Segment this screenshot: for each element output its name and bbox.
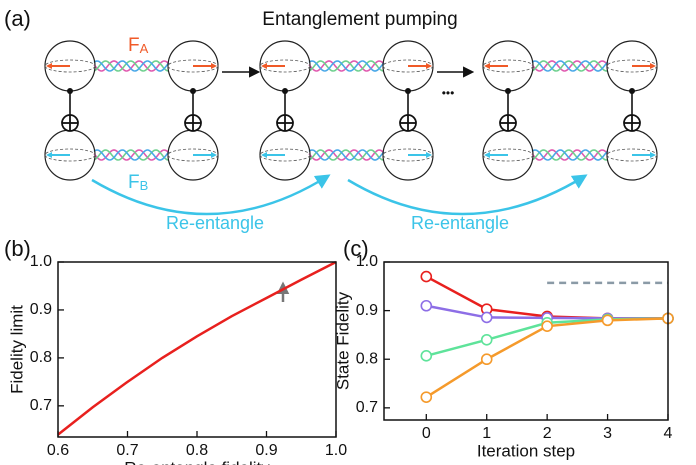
force-head (46, 63, 52, 69)
helix (308, 60, 385, 72)
data-point (480, 333, 493, 346)
equator (259, 148, 311, 162)
helix (93, 149, 170, 161)
x-tick-label: 0.6 (47, 442, 69, 459)
y-tick-label: 0.9 (356, 302, 378, 319)
data-point (420, 350, 433, 362)
force-head (484, 63, 490, 69)
helix (308, 149, 385, 161)
ellipsis: ••• (442, 86, 455, 100)
panel-label: (c) (343, 236, 369, 261)
helix (93, 60, 170, 72)
reentangle-arrow (347, 174, 588, 216)
arrow-label: Re-entangle (166, 213, 264, 233)
diagram-title: Entanglement pumping (262, 9, 457, 30)
cnot-dot (190, 88, 196, 94)
cnot-dot (282, 88, 288, 94)
force-head (261, 152, 267, 158)
force-b-label: FB (128, 172, 148, 193)
helix (531, 149, 609, 161)
y-tick-label: 0.7 (356, 399, 378, 416)
x-axis-label: Iteration step (477, 441, 575, 460)
equator (482, 148, 534, 162)
y-tick-label: 0.9 (30, 301, 52, 318)
force-head (426, 152, 432, 158)
y-axis-label: Fidelity limit (7, 305, 26, 394)
force-head (426, 63, 432, 69)
arrow-label: Re-entangle (411, 213, 509, 233)
helix (531, 149, 609, 161)
helix (531, 60, 609, 72)
x-tick-label: 3 (603, 425, 612, 442)
equator (382, 148, 434, 162)
helix (308, 60, 385, 72)
data-point (480, 353, 493, 366)
helix (531, 149, 609, 161)
y-tick-label: 1.0 (30, 253, 52, 270)
x-tick-label: 0.8 (186, 442, 208, 459)
panel-label: (b) (4, 236, 31, 261)
x-tick-label: 0 (422, 425, 431, 442)
helix (93, 149, 170, 161)
force-a-label: FA (128, 35, 149, 56)
equator (167, 148, 219, 162)
y-tick-label: 0.7 (30, 397, 52, 414)
force-head (211, 63, 217, 69)
x-tick-label: 1.0 (325, 442, 347, 459)
x-tick-label: 1 (482, 425, 491, 442)
force-b: F (128, 172, 140, 193)
data-line (57, 260, 337, 436)
x-tick-label: 4 (664, 425, 673, 442)
x-tick-label: 0.7 (116, 442, 138, 459)
helix (93, 149, 170, 161)
force-a: F (128, 35, 140, 56)
force-head (484, 152, 490, 158)
force-a-sub: A (140, 41, 149, 56)
panel-label: (a) (4, 6, 31, 31)
equator (259, 59, 311, 73)
helix (531, 60, 609, 72)
cnot-dot (505, 88, 511, 94)
force-b-sub: B (140, 178, 149, 193)
equator (606, 59, 658, 73)
data-point (541, 320, 553, 332)
cnot-dot (67, 88, 73, 94)
equator (606, 148, 658, 162)
equator (44, 148, 96, 162)
equator (44, 59, 96, 73)
cnot-dot (629, 88, 635, 94)
helix (93, 60, 170, 72)
force-head (650, 63, 656, 69)
data-point (420, 299, 433, 312)
force-head (650, 152, 656, 158)
force-head (46, 152, 52, 158)
equator (482, 59, 534, 73)
x-tick-label: 2 (543, 425, 552, 442)
helix (308, 60, 385, 72)
x-tick-label: 0.9 (255, 442, 277, 459)
cnot-dot (405, 88, 411, 94)
x-axis-label: Re-entangle fidelity (124, 458, 270, 465)
equator (382, 59, 434, 73)
y-tick-label: 1.0 (356, 253, 378, 270)
helix (308, 149, 385, 161)
data-point (480, 311, 493, 324)
force-head (261, 63, 267, 69)
helix (531, 60, 609, 72)
data-point (420, 270, 433, 283)
plot-frame (57, 261, 337, 438)
data-point (420, 391, 433, 403)
y-tick-label: 0.8 (356, 350, 378, 367)
y-tick-label: 0.8 (30, 349, 52, 366)
reentangle-arrow (91, 174, 331, 216)
y-axis-label: State Fidelity (333, 291, 352, 390)
helix (93, 60, 170, 72)
plot-frame (383, 261, 669, 421)
equator (167, 59, 219, 73)
force-head (211, 152, 217, 158)
helix (308, 149, 385, 161)
data-point (601, 314, 614, 327)
